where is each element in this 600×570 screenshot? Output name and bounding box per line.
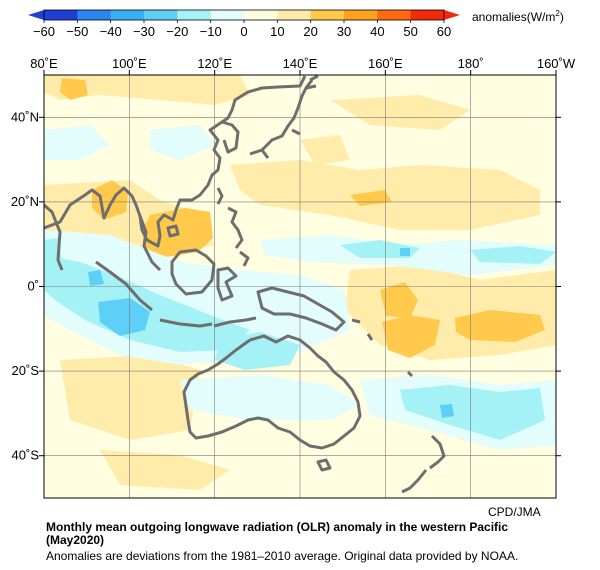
colorbar-tick-label: 30 [337, 24, 351, 39]
coast-solomon-islands [351, 318, 374, 341]
coast-java [159, 318, 213, 328]
longitude-labels: 80˚E 100˚E 120˚E 140˚E 160˚E 180˚ 160˚W [30, 56, 576, 71]
colorbar-tick-label: −60 [33, 24, 55, 39]
coast-australia [182, 334, 362, 450]
coastlines [44, 75, 446, 494]
colorbar-segments [44, 10, 445, 20]
colorbar-segment [210, 10, 245, 20]
lon-label: 160˚W [537, 56, 576, 71]
colorbar-tick-label: 20 [303, 24, 317, 39]
lat-label: 20˚S [12, 363, 40, 378]
colorbar-low-arrow [28, 10, 44, 20]
coast-tasmania [316, 458, 332, 472]
figure-title-line1: Monthly mean outgoing longwave radiation… [46, 520, 509, 534]
colorbar-tick-label: 40 [370, 24, 384, 39]
colorbar-tick-label: −10 [200, 24, 222, 39]
coast-korea [221, 120, 240, 154]
colorbar-tick-label: −30 [133, 24, 155, 39]
lon-label: 120˚E [197, 56, 232, 71]
lat-label: 40˚N [11, 109, 39, 124]
coast-japan [249, 79, 314, 159]
colorbar-tick-label: 60 [437, 24, 451, 39]
coast-fiji [406, 370, 414, 378]
coast-asia-mainland [44, 75, 307, 248]
colorbar-segment [310, 10, 345, 20]
lon-label: 100˚E [112, 56, 147, 71]
coast-borneo [170, 248, 216, 296]
colorbar-unit-label: anomalies(W/m2) [472, 9, 564, 24]
coast-lesser-sunda [213, 316, 257, 328]
colorbar-segment [44, 10, 78, 20]
figure-note: Anomalies are deviations from the 1981–2… [46, 549, 519, 563]
figure-title-line2: (May2020) [46, 533, 105, 547]
colorbar-tick-label: 10 [270, 24, 284, 39]
coast-sumatra [95, 260, 153, 312]
coast-new-guinea [256, 286, 346, 332]
figure-title: Monthly mean outgoing longwave radiation… [46, 521, 508, 547]
colorbar-tick-label: −50 [66, 24, 88, 39]
colorbar-segment [277, 10, 312, 20]
colorbar-segment [244, 10, 278, 20]
lat-label: 40˚S [12, 448, 40, 463]
colorbar-segment [177, 10, 212, 20]
coast-philippines [227, 206, 250, 267]
lat-label: 0˚ [27, 279, 39, 294]
map-frame [43, 74, 557, 499]
lat-label: 20˚N [11, 194, 39, 209]
coast-new-zealand [401, 434, 446, 494]
lon-label: 80˚E [30, 56, 58, 71]
anomaly-fields [44, 75, 556, 490]
colorbar-tick-label: 0 [240, 24, 247, 39]
lon-label: 160˚E [368, 56, 403, 71]
lon-label: 140˚E [283, 56, 318, 71]
colorbar-segment [377, 10, 412, 20]
credit-label: CPD/JMA [488, 505, 541, 519]
latitude-labels: 40˚N 20˚N 0˚ 20˚S 40˚S [11, 109, 40, 462]
colorbar-segment [344, 10, 378, 20]
coast-sulawesi [216, 266, 238, 302]
colorbar-tick-label: −20 [166, 24, 188, 39]
colorbar-segment [110, 10, 145, 20]
coast-hokkaido [305, 75, 319, 90]
colorbar-segment [77, 10, 112, 20]
coast-taiwan [216, 187, 224, 205]
anomaly-map: 80˚E 100˚E 120˚E 140˚E 160˚E 180˚ 160˚W 40˚N 20… [11, 56, 576, 499]
colorbar-tick-label: 50 [403, 24, 417, 39]
lon-label: 180˚ [458, 56, 484, 71]
colorbar-tick-labels: −60 −50 −40 −30 −20 −10 0 10 20 30 40 50 60 [33, 20, 451, 39]
colorbar-tick-label: −40 [100, 24, 122, 39]
negative-anomaly-strong [88, 248, 454, 418]
colorbar-segment [144, 10, 178, 20]
coast-india [44, 203, 64, 271]
colorbar-segment [410, 10, 445, 20]
coast-malay-peninsula [138, 215, 162, 272]
colorbar: −60 −50 −40 −30 −20 −10 0 10 20 30 40 50 60 anomalie… [28, 9, 564, 39]
coast-hainan [166, 224, 180, 238]
colorbar-high-arrow [444, 10, 460, 20]
